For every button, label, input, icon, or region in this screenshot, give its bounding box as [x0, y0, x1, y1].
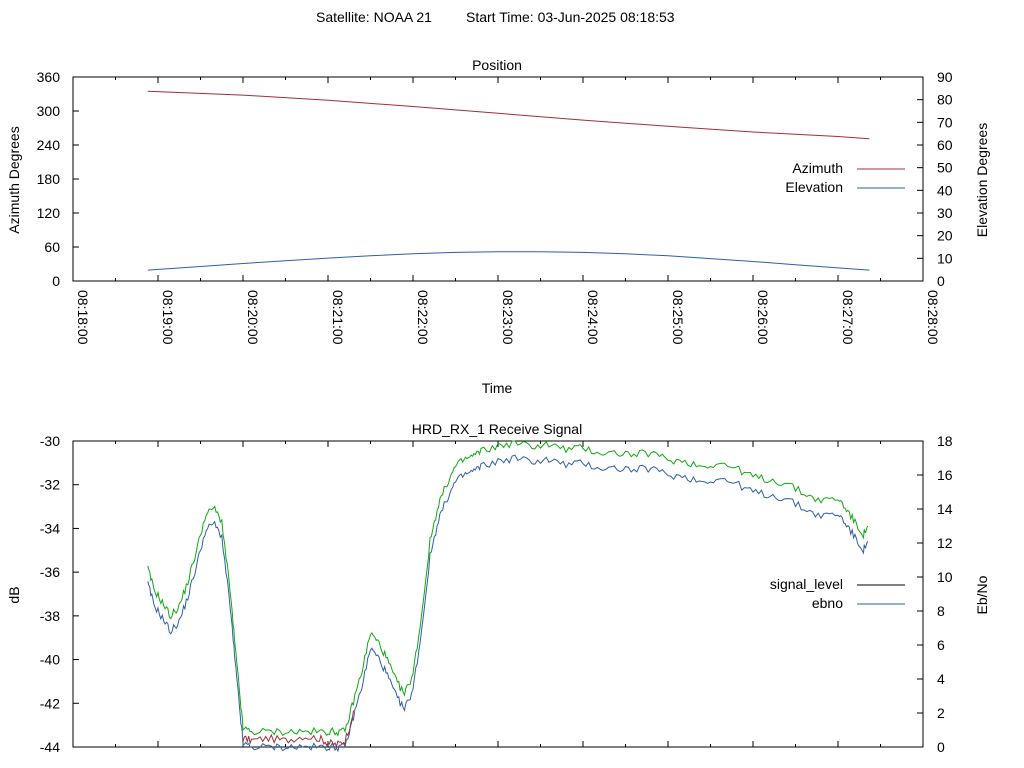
signal-x-axis [72, 441, 924, 747]
x-tick-label: 08:26:00 [755, 290, 771, 345]
y2-tick-label: 4 [937, 671, 945, 687]
position-x-axis: 08:18:00 08:19:00 08:20:00 08:21:00 08:22:00… [72, 77, 941, 345]
legend-elevation-label: Elevation [785, 179, 843, 195]
signal-plot-frame [72, 440, 924, 748]
y-tick-label: 180 [37, 171, 61, 187]
ebno-upper-trace [147, 440, 869, 737]
position-legend: Azimuth Elevation [785, 160, 905, 195]
y2-tick-label: 8 [937, 603, 945, 619]
azimuth-series-line [147, 90, 870, 140]
legend-signal-level-label: signal_level [770, 576, 843, 592]
y2-tick-label: 30 [937, 205, 953, 221]
position-y2-label: Elevation Degrees [974, 123, 990, 237]
x-tick-label: 08:28:00 [925, 290, 941, 345]
y-tick-label: 0 [52, 273, 60, 289]
legend-ebno-label: ebno [812, 595, 843, 611]
y-tick-label: -36 [40, 564, 60, 580]
signal-right-axis: 18 16 14 12 10 8 6 4 2 0 [917, 433, 953, 755]
position-series [147, 90, 870, 271]
y2-tick-label: 80 [937, 92, 953, 108]
x-tick-label: 08:24:00 [585, 290, 601, 345]
signal-chart: HRD_RX_1 Receive Signal -30-32-34-36-38-… [6, 421, 990, 755]
signal-series [147, 440, 869, 753]
y-tick-label: -30 [40, 433, 60, 449]
y2-tick-label: 20 [937, 228, 953, 244]
y-tick-label: 360 [37, 69, 61, 85]
y-tick-label: -34 [40, 520, 60, 536]
y-tick-label: 300 [37, 103, 61, 119]
x-tick-label: 08:22:00 [415, 290, 431, 345]
y-tick-label: 120 [37, 205, 61, 221]
header-satellite: Satellite: NOAA 21 [316, 9, 432, 25]
y2-tick-label: 10 [937, 250, 953, 266]
y2-tick-label: 16 [937, 467, 953, 483]
x-tick-label: 08:21:00 [330, 290, 346, 345]
header-start-time: Start Time: 03-Jun-2025 08:18:53 [466, 9, 675, 25]
y-tick-label: -40 [40, 652, 60, 668]
x-tick-label: 08:23:00 [500, 290, 516, 345]
y-tick-label: -44 [40, 739, 60, 755]
elevation-series-line [147, 251, 870, 271]
position-right-axis: 90 80 70 60 50 40 30 20 10 0 [917, 69, 953, 289]
x-tick-label: 08:20:00 [245, 290, 261, 345]
signal-level-series-line [242, 710, 354, 748]
legend-azimuth-label: Azimuth [792, 160, 843, 176]
y2-tick-label: 50 [937, 160, 953, 176]
signal-left-axis: -30 -32 -34 -36 -38 -40 -42 -44 [40, 433, 79, 755]
signal-y-label: dB [6, 586, 22, 603]
y-tick-label: 60 [44, 239, 60, 255]
x-tick-label: 08:25:00 [670, 290, 686, 345]
y-tick-label: -42 [40, 695, 60, 711]
signal-y2-label: Eb/No [974, 575, 990, 614]
y2-tick-label: 2 [937, 705, 945, 721]
y2-tick-label: 18 [937, 433, 953, 449]
x-tick-label: 08:27:00 [840, 290, 856, 345]
signal-chart-title: HRD_RX_1 Receive Signal [412, 421, 582, 437]
y2-tick-label: 90 [937, 69, 953, 85]
position-chart-title: Position [472, 57, 522, 73]
y2-tick-label: 40 [937, 182, 953, 198]
y2-tick-label: 12 [937, 535, 953, 551]
position-x-label: Time [482, 380, 513, 396]
x-tick-label: 08:19:00 [160, 290, 176, 345]
y2-tick-label: 0 [937, 739, 945, 755]
y2-tick-label: 60 [937, 137, 953, 153]
x-tick-label: 08:18:00 [75, 290, 91, 345]
signal-legend: signal_level ebno [770, 576, 905, 611]
y2-tick-label: 14 [937, 501, 953, 517]
ebno-series-line [147, 454, 869, 753]
y2-tick-label: 0 [937, 273, 945, 289]
y2-tick-label: 6 [937, 637, 945, 653]
y2-tick-label: 10 [937, 569, 953, 585]
y-tick-label: -38 [40, 608, 60, 624]
position-y-label: Azimuth Degrees [6, 126, 22, 233]
y-tick-label: -32 [40, 477, 60, 493]
y-tick-label: 240 [37, 137, 61, 153]
position-left-axis: 360 300 240 180 120 60 0 [37, 69, 79, 289]
y2-tick-label: 70 [937, 114, 953, 130]
